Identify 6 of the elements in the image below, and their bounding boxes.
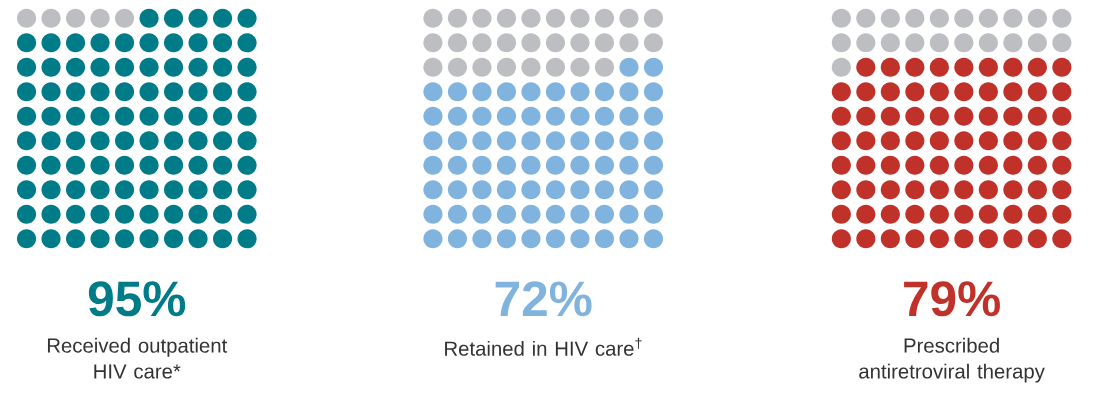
- data-label: 72%: [495, 281, 592, 317]
- data-label: 95%: [88, 281, 186, 317]
- text: Received outpatient HIV care*: [47, 337, 228, 379]
- text: Retained in HIV care$^{†}$: [445, 337, 642, 356]
- data-label: 79%: [904, 281, 1000, 317]
- text: Prescribed antiretroviral therapy: [859, 337, 1045, 383]
